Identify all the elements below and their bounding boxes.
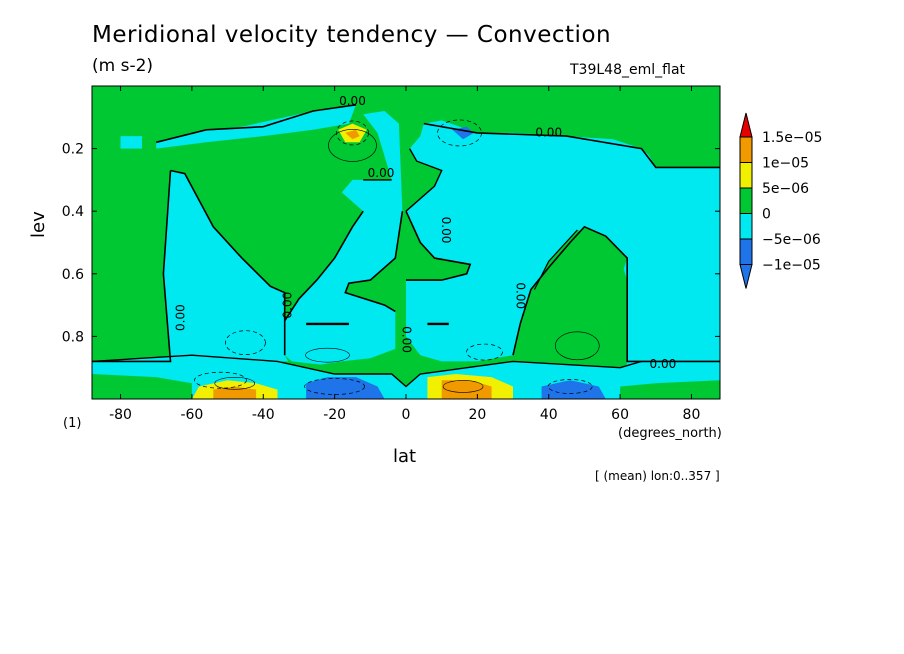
x-tick-label-5: 20: [468, 407, 486, 423]
contour-thin-3: [214, 377, 256, 390]
contour-dashed-0: [225, 330, 266, 356]
colorbar-label-0: 1.5e−05: [762, 130, 822, 146]
colorbar-swatch-4: [739, 238, 753, 265]
run-name: T39L48_eml_flat: [570, 62, 686, 78]
contour-line-6: [533, 229, 578, 290]
contour-label-4: 0.00: [174, 304, 188, 331]
field-tropical-negative: [284, 111, 403, 365]
x-tick-label-2: -40: [252, 407, 275, 423]
field-upper-negative-2: [120, 136, 142, 149]
contour-line-9: [423, 122, 720, 169]
chart-units: (m s-2): [92, 56, 154, 76]
x-tick-label-7: 60: [611, 407, 629, 423]
contour-line-5: [512, 225, 720, 363]
contour-label-3: 0.00: [439, 217, 453, 244]
field-surface-max-sh-core: [213, 386, 257, 399]
contour-line-10: [92, 354, 642, 388]
colorbar-top-arrow: [739, 112, 753, 138]
colorbar-swatch-1: [739, 162, 753, 189]
contour-label-7: 0.00: [400, 326, 414, 353]
contour-label-5: 0.00: [281, 292, 295, 319]
y-tick-label-3: 0.8: [62, 329, 84, 345]
x-tick-label-3: -20: [323, 407, 346, 423]
contour-line-4: [405, 210, 472, 281]
contour-fields: [92, 86, 720, 399]
panel-id: (1): [63, 416, 82, 431]
field-surface-max-nh-core: [441, 380, 492, 399]
x-tick-label-8: 80: [683, 407, 701, 423]
contour-dashed-3: [466, 343, 503, 361]
contour-line-7: [156, 104, 357, 144]
contour-label-8: 0.00: [650, 357, 677, 371]
colorbar-label-1: 1e−05: [762, 156, 809, 172]
y-tick-label-2: 0.6: [62, 267, 84, 283]
colorbar-swatch-2: [739, 187, 753, 214]
contour-dashed-4: [194, 371, 247, 389]
contour-lines: [92, 104, 720, 395]
field-surface-positive-2: [620, 380, 720, 399]
x-axis-units: (degrees_north): [618, 426, 722, 441]
field-surface-min-sh: [306, 377, 385, 399]
contour-dashed-2: [437, 119, 482, 147]
field-sh-negative: [163, 170, 289, 362]
colorbar-bottom-arrow: [739, 264, 753, 289]
contour-dashed-5: [304, 378, 365, 395]
x-axis: -80 -60 -40 -20 0 20 40 60 80: [109, 86, 700, 423]
contour-thin-4: [442, 380, 484, 393]
contour-thin-2: [305, 347, 350, 363]
colorbar-swatch-3: [739, 213, 753, 240]
colorbar-swatch-0: [739, 136, 753, 163]
x-tick-label-1: -60: [180, 407, 203, 423]
contour-labels: 0.00 0.00 0.00 0.00 0.00 0.00 0.00 0.00 0.00: [174, 94, 677, 371]
chart-title: Meridional velocity tendency — Convectio…: [92, 22, 612, 48]
contour-thin-1: [554, 331, 600, 361]
field-nh-positive-lobe: [534, 230, 628, 362]
x-tick-label-4: 0: [402, 407, 411, 423]
contour-label-0: 0.00: [339, 94, 366, 108]
x-tick-label-0: -80: [109, 407, 132, 423]
y-tick-label-1: 0.4: [62, 204, 84, 220]
contour-line-0: [170, 169, 286, 356]
contour-dashed-1: [336, 120, 369, 146]
averaging-note: [ (mean) lon:0..357 ]: [595, 469, 720, 483]
contour-label-6: 0.00: [514, 282, 528, 309]
x-axis-label: lat: [393, 446, 417, 467]
colorbar-label-4: −5e−06: [762, 232, 821, 248]
colorbar-label-2: 5e−06: [762, 181, 809, 197]
colorbar: 1.5e−05 1e−05 5e−06 0 −5e−06 −1e−05: [739, 112, 822, 289]
field-nh-tropical-negative: [406, 120, 720, 368]
x-tick-label-6: 40: [540, 407, 558, 423]
field-surface-min-nh: [541, 380, 606, 399]
field-upper-max-core: [345, 129, 360, 140]
contour-line-1: [92, 170, 172, 363]
contour-dashed-6: [547, 379, 593, 394]
contour-thin-0: [328, 129, 377, 162]
field-surface-positive: [92, 374, 192, 399]
y-axis: 0.2 0.4 0.6 0.8: [62, 142, 720, 345]
contour-line-8: [405, 148, 443, 212]
contour-line-3: [344, 211, 404, 313]
colorbar-label-3: 0: [762, 207, 771, 223]
y-tick-label-0: 0.2: [62, 142, 84, 158]
contour-line-2: [284, 210, 364, 322]
contour-label-2: 0.00: [368, 166, 395, 180]
colorbar-label-5: −1e−05: [762, 258, 821, 274]
y-axis-label: lev: [28, 211, 49, 238]
contour-label-1: 0.00: [535, 125, 562, 139]
